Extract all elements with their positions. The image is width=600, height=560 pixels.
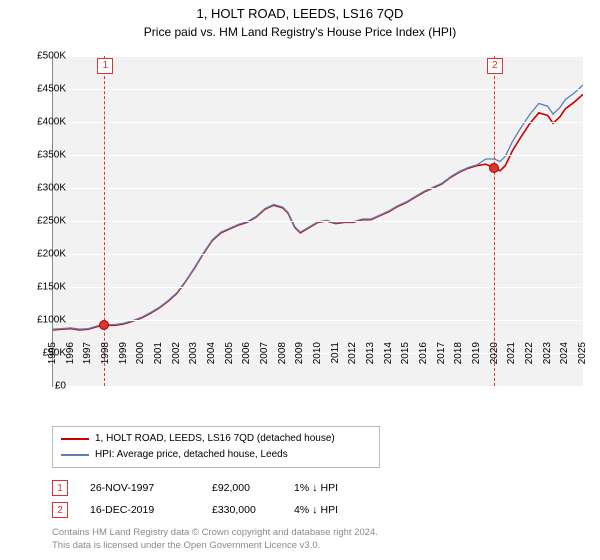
x-axis-label: 2004	[206, 342, 217, 364]
marker-dot	[489, 163, 499, 173]
y-axis-label: £250K	[37, 216, 66, 227]
x-axis-label: 1998	[100, 342, 111, 364]
x-axis-label: 2013	[365, 342, 376, 364]
x-axis-label: 2023	[542, 342, 553, 364]
x-axis-label: 2002	[171, 342, 182, 364]
x-axis-label: 2009	[294, 342, 305, 364]
x-axis-label: 2021	[506, 342, 517, 364]
y-axis-label: £300K	[37, 183, 66, 194]
x-axis-label: 2011	[330, 342, 341, 364]
y-axis-label: £500K	[37, 51, 66, 62]
x-axis-label: 2025	[577, 342, 588, 364]
events-list: 1 26-NOV-1997 £92,000 1% ↓ HPI 2 16-DEC-…	[52, 474, 582, 524]
event-badge-1: 1	[52, 480, 68, 496]
x-axis-label: 2000	[135, 342, 146, 364]
footer-text: Contains HM Land Registry data © Crown c…	[52, 526, 582, 552]
marker-dot	[99, 320, 109, 330]
x-axis-label: 2022	[524, 342, 535, 364]
marker-badge: 2	[487, 58, 503, 74]
marker-badge: 1	[97, 58, 113, 74]
y-axis-label: £100K	[37, 315, 66, 326]
x-axis-label: 1999	[118, 342, 129, 364]
event-price-1: £92,000	[212, 482, 272, 494]
x-axis-label: 2003	[188, 342, 199, 364]
x-axis-label: 2017	[436, 342, 447, 364]
x-axis-label: 2015	[400, 342, 411, 364]
event-badge-2: 2	[52, 502, 68, 518]
legend-label-property: 1, HOLT ROAD, LEEDS, LS16 7QD (detached …	[95, 431, 335, 447]
y-axis-label: £150K	[37, 282, 66, 293]
chart-plot: 12	[52, 56, 583, 387]
footer-line1: Contains HM Land Registry data © Crown c…	[52, 526, 582, 539]
y-axis-label: £450K	[37, 84, 66, 95]
event-pct-2: 4% ↓ HPI	[294, 504, 338, 516]
x-axis-label: 2018	[453, 342, 464, 364]
x-axis-label: 1996	[65, 342, 76, 364]
legend-swatch-property	[61, 438, 89, 440]
footer-line2: This data is licensed under the Open Gov…	[52, 539, 582, 552]
event-price-2: £330,000	[212, 504, 272, 516]
x-axis-label: 2024	[559, 342, 570, 364]
page-title: 1, HOLT ROAD, LEEDS, LS16 7QD	[0, 6, 600, 21]
y-axis-label: £200K	[37, 249, 66, 260]
x-axis-label: 2001	[153, 342, 164, 364]
x-axis-label: 2012	[347, 342, 358, 364]
x-axis-label: 2014	[383, 342, 394, 364]
event-row-2: 2 16-DEC-2019 £330,000 4% ↓ HPI	[52, 502, 582, 518]
x-axis-label: 2006	[241, 342, 252, 364]
event-date-1: 26-NOV-1997	[90, 482, 190, 494]
x-axis-label: 2020	[489, 342, 500, 364]
event-row-1: 1 26-NOV-1997 £92,000 1% ↓ HPI	[52, 480, 582, 496]
event-date-2: 16-DEC-2019	[90, 504, 190, 516]
x-axis-label: 2008	[277, 342, 288, 364]
legend-label-hpi: HPI: Average price, detached house, Leed…	[95, 447, 288, 463]
x-axis-label: 2007	[259, 342, 270, 364]
y-axis-label: £0	[55, 381, 66, 392]
page-subtitle: Price paid vs. HM Land Registry's House …	[0, 25, 600, 39]
x-axis-label: 2019	[471, 342, 482, 364]
x-axis-label: 1995	[47, 342, 58, 364]
y-axis-label: £400K	[37, 117, 66, 128]
event-pct-1: 1% ↓ HPI	[294, 482, 338, 494]
x-axis-label: 2010	[312, 342, 323, 364]
y-axis-label: £350K	[37, 150, 66, 161]
x-axis-label: 1997	[82, 342, 93, 364]
legend-swatch-hpi	[61, 454, 89, 456]
legend-row-hpi: HPI: Average price, detached house, Leed…	[61, 447, 371, 463]
legend-row-property: 1, HOLT ROAD, LEEDS, LS16 7QD (detached …	[61, 431, 371, 447]
legend-box: 1, HOLT ROAD, LEEDS, LS16 7QD (detached …	[52, 426, 380, 468]
x-axis-label: 2016	[418, 342, 429, 364]
x-axis-label: 2005	[224, 342, 235, 364]
